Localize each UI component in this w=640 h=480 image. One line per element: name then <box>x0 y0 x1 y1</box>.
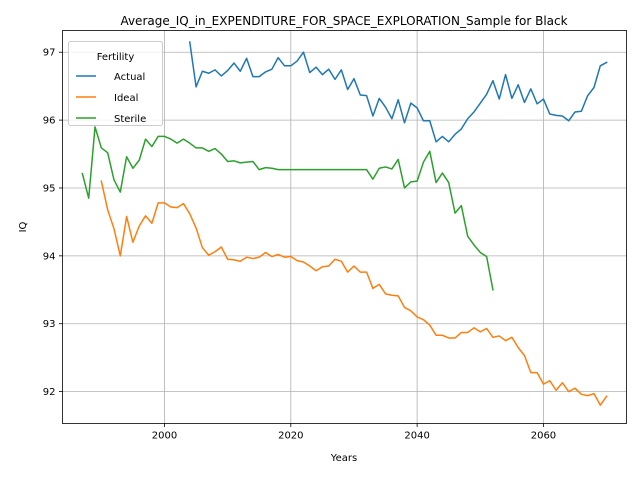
legend-label-actual: Actual <box>114 72 145 83</box>
legend-title: Fertility <box>97 52 135 63</box>
series-line-ideal <box>100 180 608 406</box>
x-tick-label: 2040 <box>404 431 429 442</box>
chart-title: Average_IQ_in_EXPENDITURE_FOR_SPACE_EXPL… <box>120 14 567 28</box>
legend-label-sterile: Sterile <box>114 114 146 125</box>
y-tick-label: 93 <box>43 319 56 330</box>
x-tick-label: 2000 <box>152 431 177 442</box>
series-lines <box>81 41 608 406</box>
legend: Fertility Actual Ideal Sterile <box>68 41 163 126</box>
y-tick-label: 94 <box>43 251 56 262</box>
y-tick-label: 96 <box>43 116 56 127</box>
plot-frame <box>62 30 627 424</box>
x-tick-label: 2060 <box>531 431 556 442</box>
y-tick-label: 92 <box>43 387 56 398</box>
y-tick-label: 95 <box>43 183 56 194</box>
y-axis-title: IQ <box>18 221 29 232</box>
series-line-actual <box>188 41 608 143</box>
legend-box <box>68 41 163 126</box>
legend-label-ideal: Ideal <box>114 93 138 104</box>
y-tick-label: 97 <box>43 48 56 59</box>
axis-ticks: 2000 2020 2040 2060 92 93 94 95 96 97 <box>43 48 556 442</box>
series-line-sterile <box>81 126 494 291</box>
x-tick-label: 2020 <box>278 431 303 442</box>
x-axis-title: Years <box>330 453 357 464</box>
